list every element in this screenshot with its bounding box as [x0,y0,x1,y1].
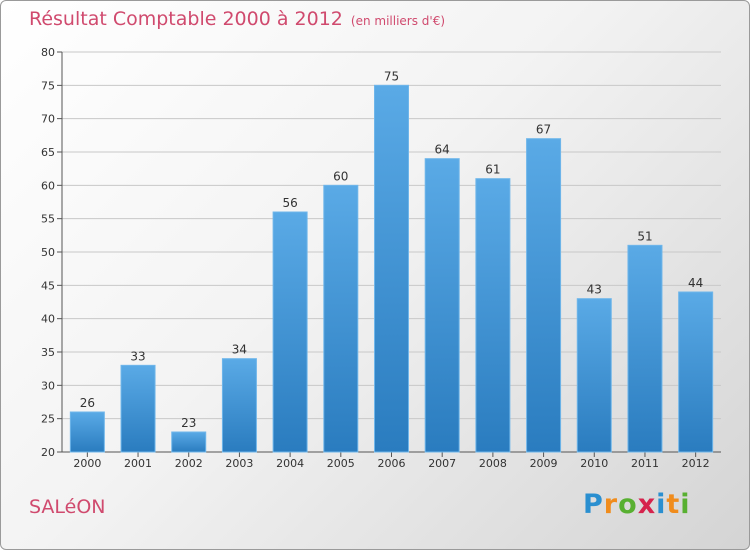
x-tick-label-2008: 2008 [479,457,507,470]
x-tick-label-2007: 2007 [428,457,456,470]
bar-2005 [323,184,359,453]
y-tick-label: 70 [41,113,55,126]
y-tick-label: 35 [41,346,55,359]
x-tick-label-2003: 2003 [225,457,253,470]
bar-2008 [475,178,511,453]
y-tick-label: 75 [41,79,55,92]
value-label-2001: 33 [130,349,145,363]
bar-2012 [678,291,714,453]
y-tick-label: 45 [41,279,55,292]
logo-letter: t [666,489,681,520]
value-label-2009: 67 [536,123,551,137]
value-label-2003: 34 [232,343,247,357]
x-tick-label-2011: 2011 [631,457,659,470]
bar-2009 [526,138,562,453]
logo-letter: i [656,489,667,520]
y-tick-label: 40 [41,313,55,326]
x-tick-label-2006: 2006 [378,457,406,470]
y-tick-label: 60 [41,179,55,192]
x-tick-label-2000: 2000 [73,457,101,470]
y-tick-label: 50 [41,246,55,259]
logo-letter: r [603,489,619,520]
value-label-2004: 56 [282,196,297,210]
title-line: Résultat Comptable 2000 à 2012 (en millie… [29,8,445,30]
bar-2006 [374,84,409,453]
bar-2010 [576,298,612,453]
bar-2003 [221,358,257,453]
x-tick-label-2010: 2010 [580,457,608,470]
value-label-2008: 61 [485,163,500,177]
value-label-2011: 51 [637,229,652,243]
value-label-2010: 43 [587,283,602,297]
bar-2011 [627,244,663,453]
x-tick-label-2004: 2004 [276,457,304,470]
x-tick-label-2005: 2005 [327,457,355,470]
y-tick-label: 80 [41,46,55,59]
bar-layer: 26 33 23 34 56 60 75 64 61 67 43 51 44 [69,69,714,453]
bar-2002 [171,431,207,453]
logo-letter: o [618,489,638,520]
axis-layer: 20 25 30 35 40 45 50 55 60 65 70 75 80 2000 2001 2002 20… [41,46,721,470]
logo-letter: x [637,489,657,520]
x-tick-label-2012: 2012 [682,457,710,470]
x-tick-label-2001: 2001 [124,457,152,470]
x-tick-label-2002: 2002 [175,457,203,470]
bar-2004 [272,211,308,453]
value-label-2012: 44 [688,276,703,290]
value-label-2000: 26 [80,396,95,410]
bar-2007 [424,158,460,453]
x-tick-label-2009: 2009 [530,457,558,470]
proxiti-logo: Proxiti [583,489,691,520]
y-tick-label: 65 [41,146,55,159]
bar-2001 [120,364,156,453]
chart-subtitle: (en milliers d'€) [350,14,446,28]
value-label-2006: 75 [384,69,399,83]
y-tick-label: 30 [41,379,55,392]
bar-2000 [69,411,105,453]
y-tick-label: 20 [41,446,55,459]
chart-title: Résultat Comptable 2000 à 2012 [29,8,343,30]
y-tick-label: 25 [41,413,55,426]
value-label-2002: 23 [181,416,196,430]
value-label-2007: 64 [435,143,450,157]
town-name: SALéON [29,496,106,518]
logo-letter: P [583,489,604,520]
value-label-2005: 60 [333,169,348,183]
logo-letter: i [680,489,691,520]
y-tick-label: 55 [41,213,55,226]
